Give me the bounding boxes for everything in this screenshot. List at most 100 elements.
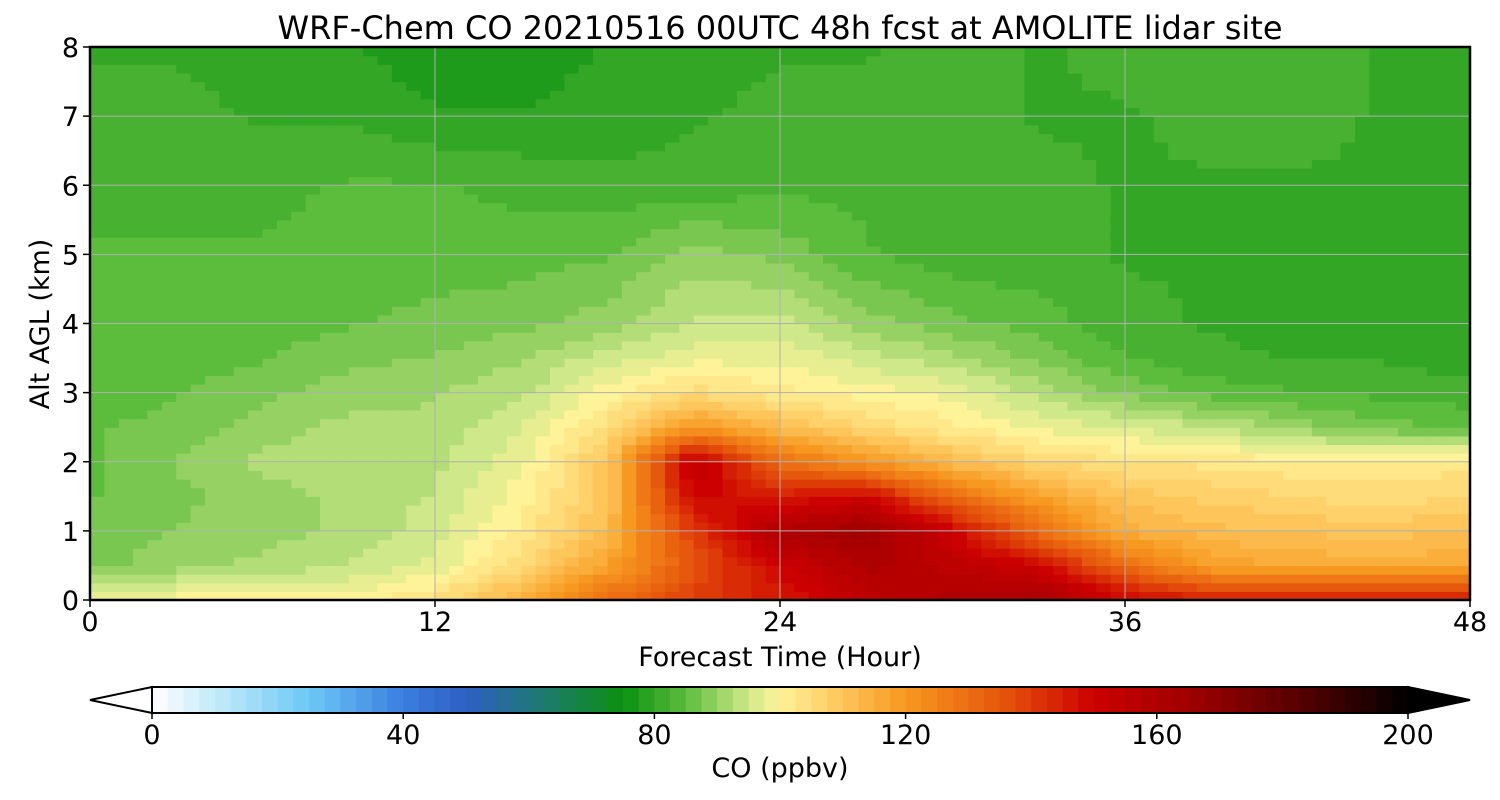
contour-cell — [1412, 435, 1428, 446]
contour-cell — [1398, 504, 1414, 515]
contour-cell — [420, 323, 436, 333]
contour-cell — [420, 271, 436, 281]
contour-cell — [90, 418, 105, 428]
contour-cell — [1441, 444, 1457, 454]
contour-cell — [1441, 487, 1457, 497]
contour-cell — [679, 383, 695, 394]
contour-cell — [248, 366, 264, 376]
contour-cell — [995, 349, 1011, 359]
contour-cell — [1326, 263, 1342, 273]
contour-cell — [90, 237, 105, 247]
contour-cell — [665, 375, 680, 385]
contour-cell — [794, 314, 810, 325]
contour-cell — [923, 306, 939, 316]
contour-cell — [1441, 409, 1457, 420]
contour-cell — [1383, 383, 1399, 394]
contour-cell — [435, 263, 450, 273]
contour-cell — [190, 513, 206, 523]
contour-cell — [1038, 470, 1054, 480]
contour-cell — [1283, 418, 1299, 428]
contour-cell — [1067, 418, 1083, 428]
contour-cell — [161, 288, 177, 299]
contour-cell — [621, 461, 637, 471]
contour-cell — [1196, 314, 1212, 325]
contour-cell — [794, 159, 810, 169]
contour-cell — [1311, 185, 1327, 195]
contour-cell — [1096, 306, 1112, 316]
contour-cell — [334, 288, 350, 299]
contour-cell — [593, 176, 609, 186]
contour-cell — [895, 237, 910, 247]
contour-cell — [104, 314, 120, 325]
contour-cell — [492, 453, 508, 463]
contour-cell — [981, 513, 997, 523]
contour-cell — [463, 193, 479, 204]
contour-cell — [1398, 453, 1414, 463]
contour-cell — [176, 453, 192, 463]
contour-cell — [1441, 185, 1457, 195]
contour-cell — [1441, 263, 1457, 273]
contour-cell — [305, 185, 321, 195]
contour-cell — [578, 297, 594, 307]
contour-cell — [1268, 582, 1284, 592]
contour-cell — [665, 271, 680, 281]
contour-cell — [1355, 228, 1370, 238]
contour-cell — [1024, 513, 1040, 523]
contour-cell — [363, 539, 379, 549]
contour-cell — [708, 401, 724, 411]
contour-cell — [1369, 288, 1385, 299]
contour-cell — [1110, 358, 1126, 368]
contour-cell — [1024, 383, 1040, 394]
contour-cell — [478, 288, 494, 299]
contour-cell — [506, 219, 522, 230]
contour-cell — [1383, 470, 1399, 480]
contour-cell — [348, 176, 364, 186]
contour-cell — [1412, 461, 1428, 471]
contour-cell — [161, 314, 177, 325]
contour-cell — [1326, 522, 1342, 532]
contour-cell — [1383, 565, 1399, 575]
contour-cell — [406, 297, 422, 307]
contour-cell — [607, 522, 623, 532]
contour-cell — [1383, 193, 1399, 204]
contour-cell — [334, 504, 350, 515]
contour-cell — [1139, 383, 1155, 394]
contour-cell — [104, 288, 120, 299]
contour-cell — [1081, 574, 1097, 584]
contour-cell — [104, 453, 120, 463]
contour-cell — [866, 453, 882, 463]
contour-cell — [693, 392, 709, 402]
contour-cell — [938, 548, 954, 558]
contour-cell — [1168, 375, 1184, 385]
contour-cell — [133, 444, 149, 454]
contour-cell — [621, 280, 637, 290]
contour-cell — [895, 167, 910, 178]
contour-cell — [851, 530, 867, 541]
contour-cell — [205, 479, 220, 489]
contour-cell — [880, 323, 896, 333]
contour-cell — [391, 504, 407, 515]
contour-cell — [1139, 401, 1155, 411]
contour-cell — [521, 496, 537, 506]
contour-cell — [1268, 409, 1284, 420]
contour-cell — [161, 176, 177, 186]
contour-cell — [406, 288, 422, 299]
contour-cell — [492, 574, 508, 584]
contour-cell — [176, 496, 192, 506]
contour-cell — [1283, 591, 1299, 600]
contour-cell — [765, 297, 781, 307]
contour-cell — [708, 453, 724, 463]
contour-cell — [1211, 211, 1227, 221]
contour-cell — [923, 453, 939, 463]
contour-cell — [233, 522, 249, 532]
contour-cell — [866, 150, 882, 160]
contour-cell — [1297, 522, 1313, 532]
contour-cell — [564, 565, 580, 575]
contour-cell — [1081, 383, 1097, 394]
contour-cell — [276, 444, 292, 454]
contour-cell — [895, 496, 910, 506]
contour-cell — [1283, 582, 1299, 592]
contour-cell — [1053, 167, 1069, 178]
contour-cell — [1038, 297, 1054, 307]
contour-cell — [621, 323, 637, 333]
